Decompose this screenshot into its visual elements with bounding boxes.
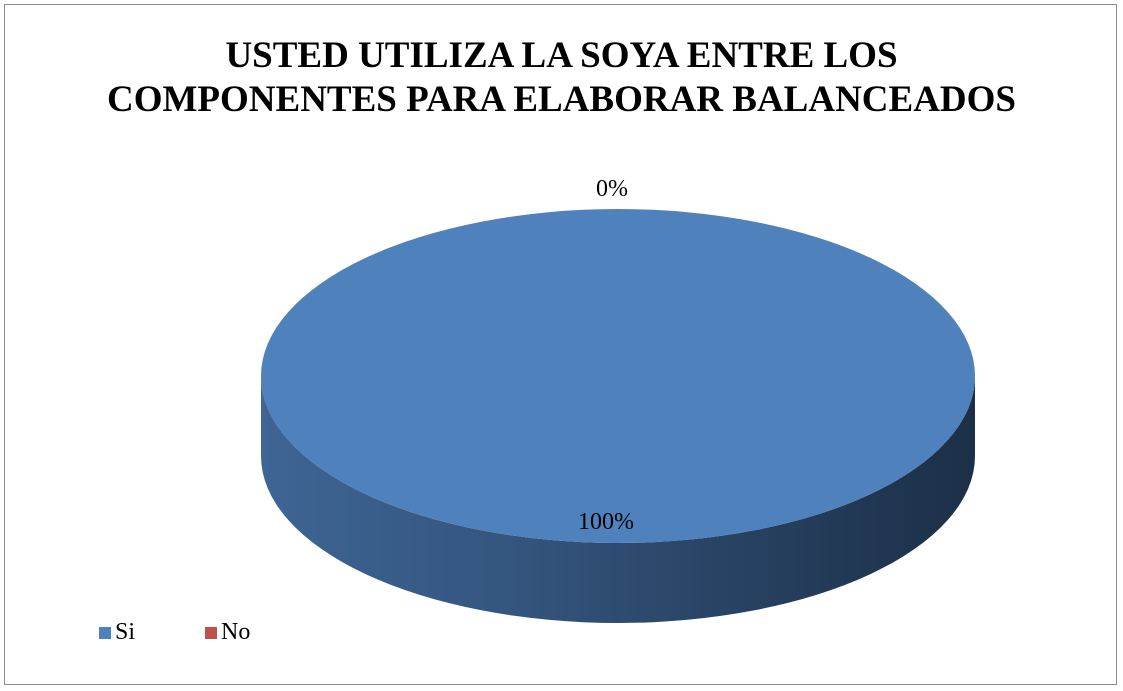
pie-side xyxy=(261,376,975,623)
legend-item-si: Si xyxy=(99,619,135,646)
legend-label-no: No xyxy=(221,619,251,645)
chart-title: USTED UTILIZA LA SOYA ENTRE LOS COMPONEN… xyxy=(0,34,1123,122)
legend-item-no: No xyxy=(205,619,250,646)
legend: Si No xyxy=(99,619,320,646)
pie-slice-si xyxy=(261,209,975,543)
legend-label-si: Si xyxy=(115,619,136,645)
chart-title-line-2: COMPONENTES PARA ELABORAR BALANCEADOS xyxy=(107,79,1016,120)
legend-swatch-no xyxy=(205,626,218,639)
data-label-si: 100% xyxy=(578,509,634,535)
chart-title-line-1: USTED UTILIZA LA SOYA ENTRE LOS xyxy=(225,35,898,76)
data-label-no: 0% xyxy=(596,176,628,202)
legend-swatch-si xyxy=(99,626,111,639)
